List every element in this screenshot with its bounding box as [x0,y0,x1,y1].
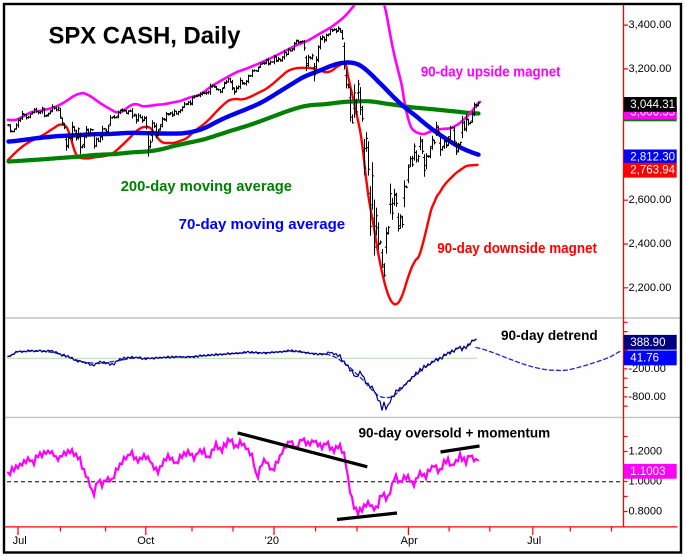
svg-text:3,200.00: 3,200.00 [629,63,672,75]
svg-text:’20: ’20 [264,535,279,547]
svg-text:90-day detrend: 90-day detrend [501,327,598,343]
svg-text:3,400.00: 3,400.00 [629,19,672,31]
svg-text:41.76: 41.76 [630,352,659,364]
svg-text:Jul: Jul [527,535,541,547]
svg-text:Jul: Jul [13,535,27,547]
svg-text:200-day moving average: 200-day moving average [121,178,292,195]
svg-text:2,200.00: 2,200.00 [629,282,672,294]
svg-text:1.2000: 1.2000 [629,446,663,458]
svg-text:-800.00: -800.00 [629,391,666,403]
svg-text:Oct: Oct [137,535,154,547]
svg-text:90-day upside magnet: 90-day upside magnet [421,63,561,80]
svg-text:90-day downside magnet: 90-day downside magnet [437,240,597,257]
svg-text:0.8000: 0.8000 [629,506,663,518]
svg-text:Apr: Apr [401,535,418,547]
svg-text:2,763.94: 2,763.94 [630,165,675,177]
svg-text:-200.00: -200.00 [629,363,666,375]
svg-text:70-day moving average: 70-day moving average [179,216,346,233]
svg-text:2,400.00: 2,400.00 [629,238,672,250]
svg-text:90-day oversold + momentum: 90-day oversold + momentum [359,426,551,441]
svg-text:3,044.31: 3,044.31 [630,99,675,111]
svg-text:SPX CASH, Daily: SPX CASH, Daily [49,22,241,49]
svg-text:388.90: 388.90 [630,337,665,349]
svg-text:2,600.00: 2,600.00 [629,194,672,206]
svg-text:1.1003: 1.1003 [630,466,665,478]
svg-text:2,812.30: 2,812.30 [630,151,675,163]
